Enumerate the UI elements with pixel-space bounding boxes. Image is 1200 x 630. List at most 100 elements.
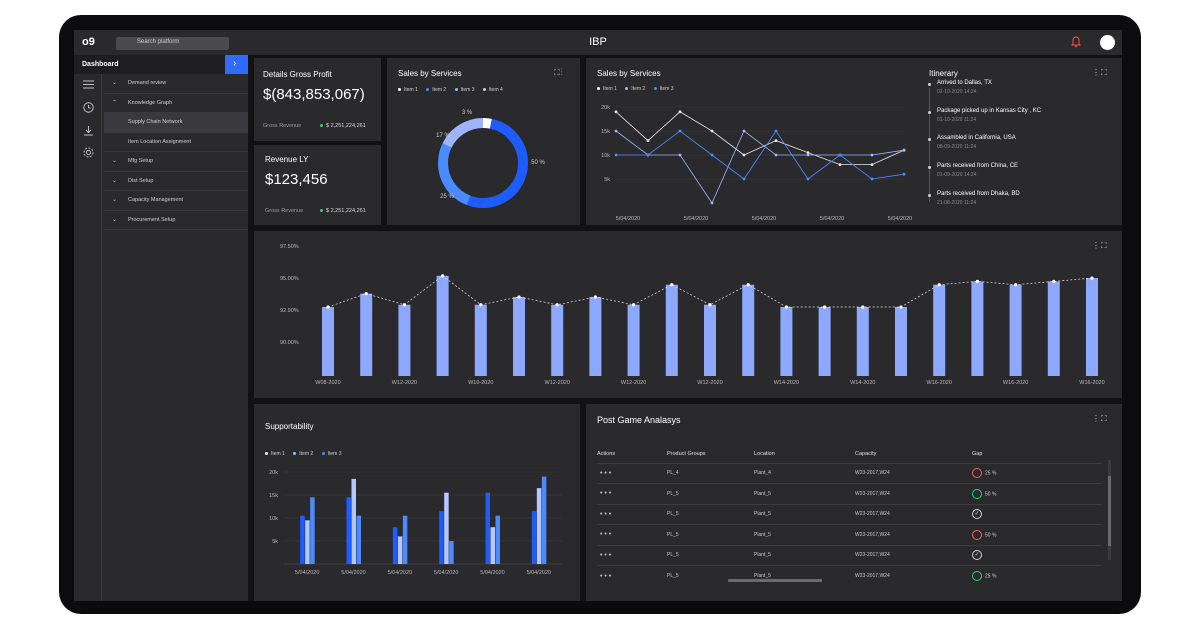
- product-group-cell: PL_5: [667, 503, 754, 525]
- more-icon[interactable]: ⋮⛶: [1092, 414, 1108, 423]
- bell-icon[interactable]: [1071, 36, 1081, 48]
- gap-value: 50 %: [985, 532, 997, 539]
- itinerary-item[interactable]: Package picked up in Kansas City , KC 01…: [928, 108, 1098, 132]
- sidebar-item-procurement-setup[interactable]: ⌄ Procurement Setup: [104, 211, 248, 230]
- row-actions-button[interactable]: • • •: [597, 503, 667, 525]
- gap-ring-icon: [972, 529, 982, 540]
- gap-cell: 25 %: [972, 565, 1101, 586]
- sidebar-item-item-location-assignment[interactable]: Item Location Assignment: [104, 133, 248, 152]
- table-row[interactable]: • • • PL_5 Plant_5 W23-2017,W24 ✓: [597, 503, 1101, 525]
- column-header[interactable]: Actions: [597, 451, 616, 458]
- column-header[interactable]: Product Groups: [667, 451, 706, 458]
- weekly-bar: [322, 306, 334, 376]
- line-chart: 20k 15k 10k 5k 5/04/2020 5/04/2020 5/04/2020 5/…: [601, 105, 912, 222]
- x-tick-label: 5/04/2020: [388, 570, 412, 576]
- support-bar: [300, 515, 305, 564]
- support-bar: [402, 515, 408, 564]
- sidebar-item-dist-setup[interactable]: ⌄ Dist Setup: [104, 172, 248, 191]
- timeline-dot: [928, 111, 931, 114]
- y-tick-label: 97.50%: [280, 244, 299, 250]
- x-tick-label: W12-2020: [392, 380, 417, 386]
- timeline-line: [929, 88, 930, 202]
- table-row[interactable]: • • • PL_4 Plant_4 W23-2017,W24 25 %: [597, 462, 1101, 484]
- download-icon[interactable]: [83, 125, 94, 136]
- product-group-cell: PL_5: [667, 544, 754, 566]
- capacity-cell: W23-2017,W24: [855, 544, 972, 566]
- table-body: • • • PL_4 Plant_4 W23-2017,W24 25 % • • • PL_…: [597, 462, 1101, 586]
- itinerary-item-title: Package picked up in Kansas City , KC: [937, 108, 1042, 114]
- table-scrollbar[interactable]: [1108, 460, 1111, 560]
- weekly-bar: [665, 284, 678, 376]
- row-actions-button[interactable]: • • •: [597, 565, 667, 586]
- location-cell: Plant_5: [754, 544, 855, 566]
- slice-label: 17 %: [436, 133, 450, 139]
- expand-icon[interactable]: ⛶⋮: [554, 68, 564, 77]
- capacity-cell: W23-2017,W24: [855, 503, 972, 525]
- weekly-bar: [474, 304, 487, 376]
- support-bar: [346, 497, 351, 564]
- support-bar: [536, 488, 542, 564]
- itinerary-item[interactable]: Assambled in California, USA 08-09-2020 …: [928, 135, 1098, 159]
- sidebar-item-mfg-setup[interactable]: ⌄ Mfg Setup: [104, 152, 248, 172]
- x-tick-label: W12-2020: [621, 380, 646, 386]
- column-header[interactable]: Gap: [972, 451, 983, 458]
- sidebar-item-supply-chain-network[interactable]: Supply Chain Network: [104, 113, 248, 133]
- trend-point: [784, 305, 789, 309]
- menu-icon[interactable]: [83, 80, 94, 89]
- column-header[interactable]: Capacity: [855, 451, 877, 458]
- app-logo[interactable]: o9: [82, 36, 95, 48]
- series-point: [902, 172, 906, 176]
- scrollbar-thumb[interactable]: [1108, 476, 1111, 546]
- table-row[interactable]: • • • PL_5 Plant_5 W23-2017,W24 ✓: [597, 544, 1101, 566]
- x-tick-label: 5/04/2020: [684, 216, 708, 222]
- support-bar: [310, 497, 315, 564]
- card-title: Details Gross Profit: [263, 70, 332, 79]
- y-tick-label: 90.00%: [280, 340, 299, 346]
- x-tick-label: 5/04/2020: [752, 216, 776, 222]
- sidebar-collapse-button[interactable]: ›: [225, 55, 248, 74]
- itinerary-item[interactable]: Parts received from China, CE 01-09-2020…: [928, 163, 1098, 187]
- sidebar-rail: [74, 74, 102, 601]
- search-input[interactable]: Search platform: [116, 37, 229, 50]
- weekly-bar: [742, 284, 755, 376]
- more-icon[interactable]: ⋮⛶: [1092, 241, 1108, 250]
- row-actions-button[interactable]: • • •: [597, 524, 667, 545]
- avatar[interactable]: [1100, 35, 1115, 50]
- weekly-bar-chart: 97.50% 95.00% 92.90% 90.00% W08-2020 W12-2020…: [280, 244, 1105, 386]
- gap-cell: ✓: [972, 544, 1101, 566]
- y-tick-label: 10k: [269, 516, 278, 522]
- sidebar-item-knowledge-graph[interactable]: ⌃ Knowledge Graph: [104, 94, 248, 113]
- legend-item-3: Item 3: [653, 86, 674, 92]
- itinerary-item-date: 21-08-2020 11:24: [937, 200, 977, 206]
- column-header[interactable]: Location: [754, 451, 775, 458]
- itinerary-item[interactable]: Arrived to Dallas, TX 02-10-2020 14:24: [928, 80, 1098, 104]
- sidebar-item-demand-review[interactable]: ⌄ Demand review: [104, 74, 248, 94]
- location-cell: Plant_5: [754, 483, 855, 504]
- gear-icon[interactable]: [83, 147, 94, 158]
- line-legend: Item 1 Item 2 Item 3: [597, 86, 681, 92]
- row-actions-button[interactable]: • • •: [597, 462, 667, 484]
- more-icon[interactable]: ⋮⛶: [1092, 68, 1108, 77]
- weekly-bar: [589, 296, 602, 376]
- clock-icon[interactable]: [83, 102, 94, 113]
- weekly-bar: [398, 304, 411, 376]
- row-actions-button[interactable]: • • •: [597, 544, 667, 566]
- sidebar-item-capacity-management[interactable]: ⌄ Capacity Management: [104, 191, 248, 211]
- table-row[interactable]: • • • PL_5 Plant_5 W23-2017,W24 50 %: [597, 524, 1101, 545]
- support-bar: [531, 511, 537, 564]
- itinerary-item[interactable]: Parts received from Dhaka, BD 21-08-2020…: [928, 191, 1098, 215]
- series-point: [774, 139, 778, 142]
- x-tick-label: W14-2020: [850, 380, 875, 386]
- table-row[interactable]: • • • PL_5 Plant_5 W23-2017,W24 50 %: [597, 483, 1101, 504]
- itinerary-item-date: 02-10-2020 14:24: [937, 89, 977, 95]
- gross-revenue-value: $ 2,251,224,261: [320, 123, 366, 129]
- support-bar: [541, 476, 547, 564]
- sales-line-panel: Sales by Services Item 1 Item 2 Item 3 I…: [586, 58, 1122, 225]
- x-tick-label: 5/04/2020: [480, 570, 504, 576]
- row-actions-button[interactable]: • • •: [597, 483, 667, 504]
- trend-point: [441, 274, 445, 278]
- donut-slice: [438, 118, 528, 208]
- product-group-cell: PL_5: [667, 483, 754, 504]
- table-row[interactable]: • • • PL_5 Plant_5 W23-2017,W24 25 %: [597, 565, 1101, 586]
- x-tick-label: 5/04/2020: [434, 570, 458, 576]
